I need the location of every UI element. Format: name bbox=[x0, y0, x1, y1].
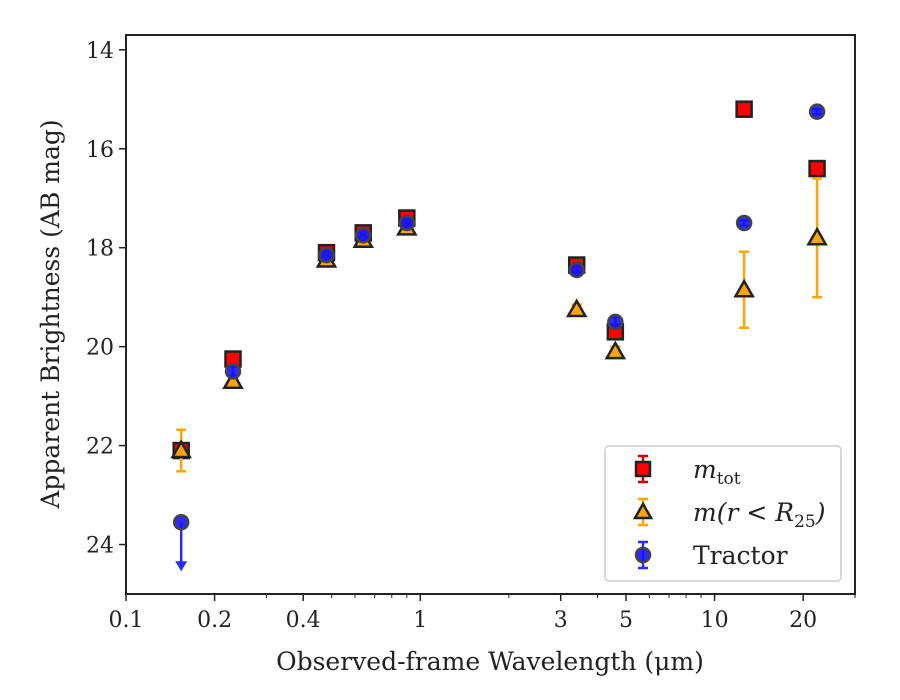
triangle-marker bbox=[604, 340, 627, 360]
circle-marker bbox=[398, 214, 416, 232]
x-tick-label: 0.2 bbox=[197, 608, 232, 633]
y-tick-label: 14 bbox=[86, 39, 114, 64]
circle-marker bbox=[318, 246, 335, 264]
circle-marker bbox=[355, 227, 372, 244]
triangle-marker bbox=[170, 439, 192, 459]
y-tick-label: 16 bbox=[86, 138, 114, 163]
y-tick-label: 18 bbox=[86, 237, 114, 262]
legend-marker-triangle-marker bbox=[632, 501, 654, 520]
y-tick-label: 22 bbox=[86, 435, 114, 460]
y-axis-label: Apparent Brightness (AB mag) bbox=[36, 119, 65, 509]
triangle-marker bbox=[806, 226, 828, 246]
legend-label: Tractor bbox=[693, 541, 788, 570]
x-tick-label: 1 bbox=[413, 608, 427, 633]
data-marks bbox=[170, 100, 828, 572]
triangle-marker bbox=[565, 298, 588, 318]
legend-label: m(r < R25) bbox=[693, 498, 825, 532]
circle-marker bbox=[607, 313, 624, 331]
circle-marker bbox=[808, 103, 826, 120]
legend-marker-circle-marker bbox=[634, 546, 652, 564]
legend-box bbox=[604, 445, 842, 582]
y-tick-label: 20 bbox=[86, 336, 114, 361]
square-marker bbox=[735, 100, 753, 118]
series-1 bbox=[170, 177, 828, 473]
legend: mtot m(r < R25) Tractor bbox=[604, 445, 842, 582]
x-tick-label: 10 bbox=[701, 608, 729, 633]
y-tick-label: 24 bbox=[86, 534, 114, 559]
legend-marker-square-marker bbox=[634, 460, 652, 478]
circle-marker bbox=[224, 363, 242, 380]
x-tick-label: 0.4 bbox=[286, 608, 321, 633]
axis-ticks: 0.1 0.2 0.4 1 3 5 10 20 14 16 18 20 22 24 bbox=[86, 39, 856, 633]
legend-label: mtot bbox=[693, 455, 741, 489]
x-tick-label: 5 bbox=[619, 608, 633, 633]
triangle-marker bbox=[222, 370, 244, 390]
upper-limit-arrowhead bbox=[175, 561, 188, 572]
square-marker bbox=[808, 159, 826, 178]
circle-marker bbox=[568, 261, 585, 279]
x-tick-label: 20 bbox=[789, 608, 817, 633]
circle-marker bbox=[735, 214, 753, 232]
x-tick-label: 0.1 bbox=[109, 608, 144, 633]
x-axis-label: Observed-frame Wavelength (μm) bbox=[276, 647, 704, 676]
triangle-marker bbox=[733, 278, 755, 298]
circle-marker bbox=[172, 514, 190, 531]
series-2 bbox=[172, 103, 826, 572]
x-tick-label: 3 bbox=[554, 608, 568, 633]
